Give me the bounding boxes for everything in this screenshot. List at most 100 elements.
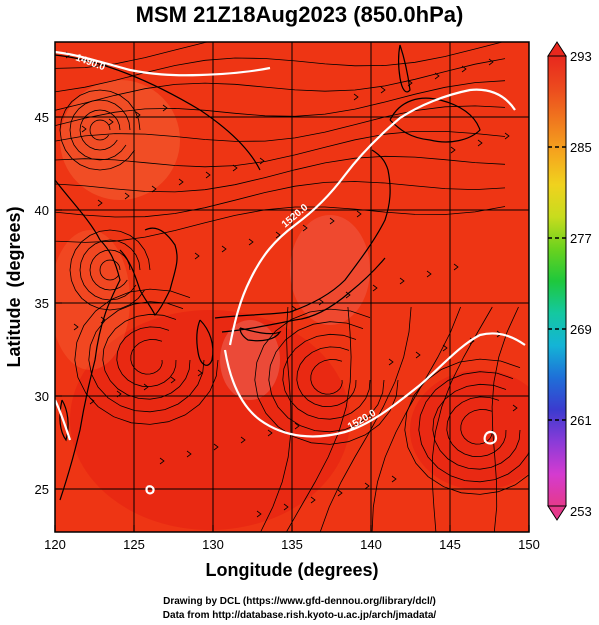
x-tick-label: 145 bbox=[439, 537, 461, 552]
streamline bbox=[371, 306, 461, 532]
x-tick-label: 125 bbox=[123, 537, 145, 552]
contour-1490 bbox=[55, 50, 271, 77]
streamline-arrowhead bbox=[124, 192, 130, 200]
streamline-arrowhead bbox=[294, 422, 300, 430]
streamline-arrowhead bbox=[162, 104, 168, 112]
streamline-arrowhead bbox=[453, 263, 459, 271]
warm-region bbox=[70, 310, 350, 530]
streamline bbox=[55, 58, 506, 111]
x-axis-label: Longitude (degrees) bbox=[205, 560, 378, 580]
streamline-arrowhead bbox=[240, 436, 246, 444]
streamline-arrowhead bbox=[143, 383, 149, 391]
colorbar-scale bbox=[547, 55, 567, 507]
y-tick-label: 45 bbox=[35, 110, 49, 125]
y-axis-label: Latitude (degrees) bbox=[4, 206, 24, 367]
streamline bbox=[74, 288, 219, 425]
streamline-arrowhead bbox=[197, 369, 203, 377]
axis-ticks bbox=[54, 116, 530, 532]
korea-coast bbox=[119, 227, 178, 317]
streamline bbox=[285, 306, 352, 532]
streamline bbox=[55, 181, 506, 218]
streamline-arrowhead bbox=[151, 185, 157, 193]
streamline bbox=[99, 259, 121, 281]
high-center bbox=[483, 430, 498, 445]
streamline bbox=[79, 239, 141, 301]
streamline bbox=[79, 109, 121, 151]
streamline bbox=[430, 306, 493, 532]
streamline bbox=[432, 383, 521, 470]
hokkaido-coast bbox=[389, 97, 481, 143]
streamline bbox=[116, 326, 177, 388]
streamline bbox=[88, 301, 205, 413]
streamline-arrowhead bbox=[248, 238, 254, 246]
x-tick-label: 120 bbox=[44, 537, 66, 552]
streamline-arrowhead bbox=[159, 457, 165, 465]
streamline bbox=[250, 306, 292, 532]
colorbar-tick-label: 261 bbox=[570, 413, 592, 428]
streamline-arrowhead bbox=[372, 284, 378, 292]
x-tick-label: 150 bbox=[518, 537, 540, 552]
y-tick-label: 25 bbox=[35, 482, 49, 497]
colorbar-tick-label: 293 bbox=[570, 49, 592, 64]
streamline-arrowhead bbox=[186, 450, 192, 458]
contour-1520-north bbox=[228, 88, 516, 346]
y-tick-label: 40 bbox=[35, 203, 49, 218]
streamline-arrowhead bbox=[512, 404, 518, 412]
streamline bbox=[55, 206, 506, 243]
streamline bbox=[55, 105, 506, 148]
streamline bbox=[268, 321, 385, 433]
streamline-arrowhead bbox=[256, 510, 262, 518]
x-tick-label: 135 bbox=[281, 537, 303, 552]
streamline-arrowhead bbox=[488, 58, 494, 66]
china-coast bbox=[55, 179, 121, 501]
streamline-arrowhead bbox=[89, 397, 95, 405]
colorbar: 293 285 277 269 261 253 bbox=[547, 41, 592, 521]
streamline-arrowhead bbox=[116, 390, 122, 398]
west-contour bbox=[55, 399, 72, 441]
streamline bbox=[310, 359, 343, 395]
streamline-arrowhead bbox=[353, 93, 359, 101]
japan-honshu-coast bbox=[214, 149, 391, 319]
streamline bbox=[89, 249, 131, 291]
streamline-arrowhead bbox=[450, 146, 456, 154]
streamline-arrowhead bbox=[399, 277, 405, 285]
streamline-arrowhead bbox=[135, 111, 141, 119]
streamline-arrowhead bbox=[442, 344, 448, 352]
streamline bbox=[254, 308, 399, 445]
footer-credit-data: Data from http://database.rish.kyoto-u.a… bbox=[162, 610, 437, 621]
streamline-arrowhead bbox=[291, 305, 297, 313]
shikoku-coast bbox=[239, 327, 282, 342]
x-tick-label: 140 bbox=[360, 537, 382, 552]
streamline bbox=[130, 339, 163, 375]
streamline-arrowhead bbox=[318, 298, 324, 306]
streamline-arrowhead bbox=[302, 224, 308, 232]
streamline bbox=[69, 99, 131, 161]
streamline-arrowhead bbox=[329, 217, 335, 225]
streamline-arrowhead bbox=[232, 164, 238, 172]
streamline bbox=[446, 396, 507, 458]
japan-kyushu-coast bbox=[196, 319, 214, 366]
cool-region bbox=[60, 80, 180, 200]
streamline bbox=[55, 42, 210, 69]
streamline-arrowhead bbox=[310, 496, 316, 504]
y-tick-label: 35 bbox=[35, 296, 49, 311]
streamline-arrowhead bbox=[426, 270, 432, 278]
streamline bbox=[102, 313, 191, 400]
streamline-arrowhead bbox=[380, 86, 386, 94]
map-panel: 1490.0 1520.0 1520.0 bbox=[55, 42, 529, 532]
streamline bbox=[55, 155, 506, 193]
map-title: MSM 21Z18Aug2023 (850.0hPa) bbox=[135, 2, 464, 27]
streamline bbox=[319, 306, 412, 532]
coastlines bbox=[55, 44, 481, 501]
low-center bbox=[145, 485, 155, 495]
russia-coast bbox=[55, 54, 261, 171]
colorbar-tick-label: 285 bbox=[570, 140, 592, 155]
streamlines bbox=[55, 42, 529, 532]
streamline-arrowhead bbox=[337, 489, 343, 497]
streamline-arrowhead bbox=[221, 245, 227, 253]
streamline-arrowhead bbox=[259, 157, 265, 165]
japan-south-coast bbox=[221, 257, 386, 333]
streamline-arrowhead bbox=[178, 178, 184, 186]
streamline-arrowhead bbox=[213, 443, 219, 451]
